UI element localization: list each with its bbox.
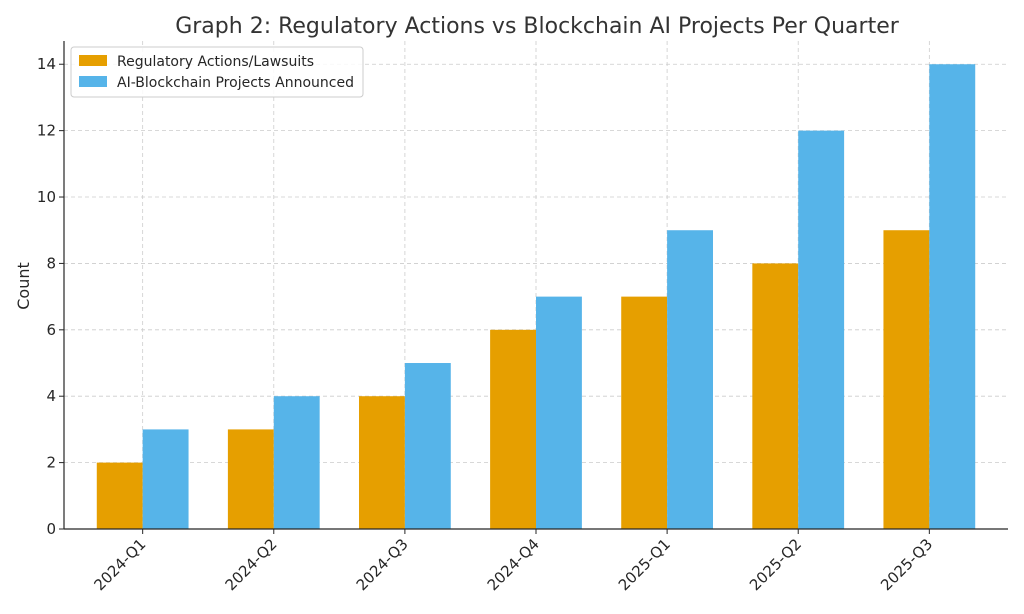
x-tick-label: 2024-Q4 [484,535,543,594]
bar-series-1-2025-Q1 [621,296,668,529]
bar-series-1-2025-Q2 [752,263,799,529]
legend-swatch [79,55,107,66]
bar-series-2-2025-Q1 [667,230,713,529]
chart-title: Graph 2: Regulatory Actions vs Blockchai… [175,14,900,39]
y-tick-label: 8 [46,254,56,272]
bar-series-2-2024-Q3 [404,363,451,529]
bar-series-2-2025-Q3 [929,64,976,529]
bar-series-1-2024-Q3 [359,396,405,529]
legend-label: Regulatory Actions/Lawsuits [117,54,314,70]
legend-box [70,46,364,98]
x-tick-label: 2025-Q3 [877,535,936,594]
bar-series-1-2024-Q4 [490,329,536,529]
x-tick-label: 2025-Q2 [746,535,805,594]
bar-series-1-2024-Q2 [227,429,274,529]
y-tick-label: 10 [37,188,56,206]
legend-label: AI-Blockchain Projects Announced [117,75,354,91]
y-axis-label: Count [14,262,33,310]
bar-series-2-2024-Q1 [142,429,189,529]
bar-series-2-2025-Q2 [798,130,845,529]
y-tick-label: 14 [37,55,56,73]
bars [96,64,976,529]
y-tick-label: 2 [46,454,56,472]
x-tick-label: 2025-Q1 [615,535,674,594]
bar-series-1-2025-Q3 [883,230,930,529]
bar-series-2-2024-Q4 [536,296,582,529]
y-tick-label: 6 [46,321,56,339]
legend-swatch [79,76,107,87]
x-tick-label: 2024-Q3 [353,535,412,594]
y-tick-label: 4 [46,387,56,405]
y-tick-label: 0 [46,520,56,538]
bar-series-1-2024-Q1 [96,462,143,529]
y-ticks: 0 2 4 6 8 10 12 14 [37,55,64,538]
x-tick-label: 2024-Q2 [222,535,281,594]
x-tick-label: 2024-Q1 [90,535,149,594]
x-ticks: 2024-Q1 2024-Q2 2024-Q3 2024-Q4 2025-Q1 2025-… [90,529,936,594]
y-tick-label: 12 [37,122,56,140]
legend: Regulatory Actions/Lawsuits AI-Blockchain… [70,46,364,98]
bar-series-2-2024-Q2 [273,396,320,529]
